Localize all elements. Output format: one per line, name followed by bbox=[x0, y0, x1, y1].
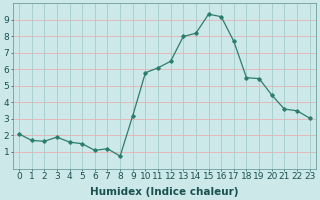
X-axis label: Humidex (Indice chaleur): Humidex (Indice chaleur) bbox=[90, 187, 239, 197]
